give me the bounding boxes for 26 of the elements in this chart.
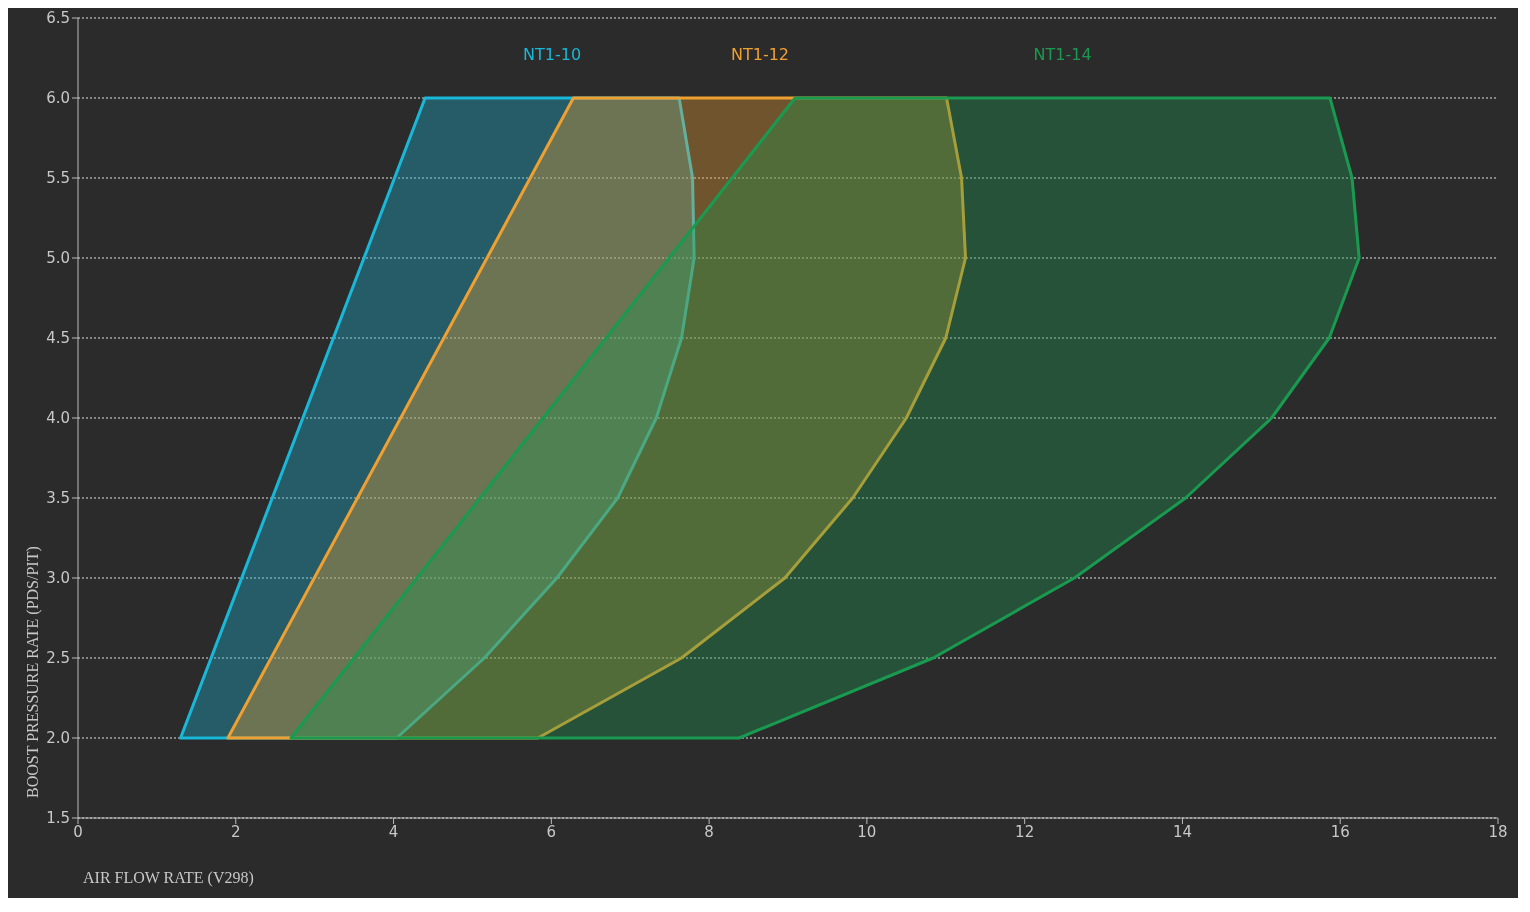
y-tick-label: 6.0: [46, 89, 70, 108]
y-axis-title: BOOST PRESSURE RATE (PDS/PIT): [24, 546, 42, 798]
x-tick-label: 0: [73, 822, 83, 841]
y-tick-label: 5.5: [46, 169, 70, 188]
y-tick-label: 5.0: [46, 249, 70, 268]
x-tick-label: 2: [231, 822, 241, 841]
y-tick-label: 3.0: [46, 569, 70, 588]
x-tick-label: 16: [1330, 822, 1350, 841]
x-tick-label: 8: [704, 822, 714, 841]
x-tick-label: 10: [857, 822, 877, 841]
x-tick-label: 12: [1015, 822, 1035, 841]
y-tick-label: 4.0: [46, 409, 70, 428]
x-tick-label: 4: [388, 822, 399, 841]
x-axis-title: AIR FLOW RATE (V298): [83, 869, 254, 887]
x-tick-label: 18: [1488, 822, 1508, 841]
x-tick-label: 14: [1172, 822, 1192, 841]
y-tick-label: 3.5: [46, 489, 70, 508]
x-tick-label: 6: [546, 822, 557, 841]
y-tick-label: 2.0: [46, 729, 70, 748]
y-tick-label: 6.5: [46, 9, 70, 28]
text: NT1-14: [1033, 45, 1092, 64]
text: NT1-12: [730, 45, 790, 64]
y-tick-label: 1.5: [46, 809, 70, 828]
y-tick-label: 2.5: [46, 649, 70, 668]
text: NT1-10: [523, 45, 582, 64]
y-tick-label: 4.5: [46, 329, 70, 348]
